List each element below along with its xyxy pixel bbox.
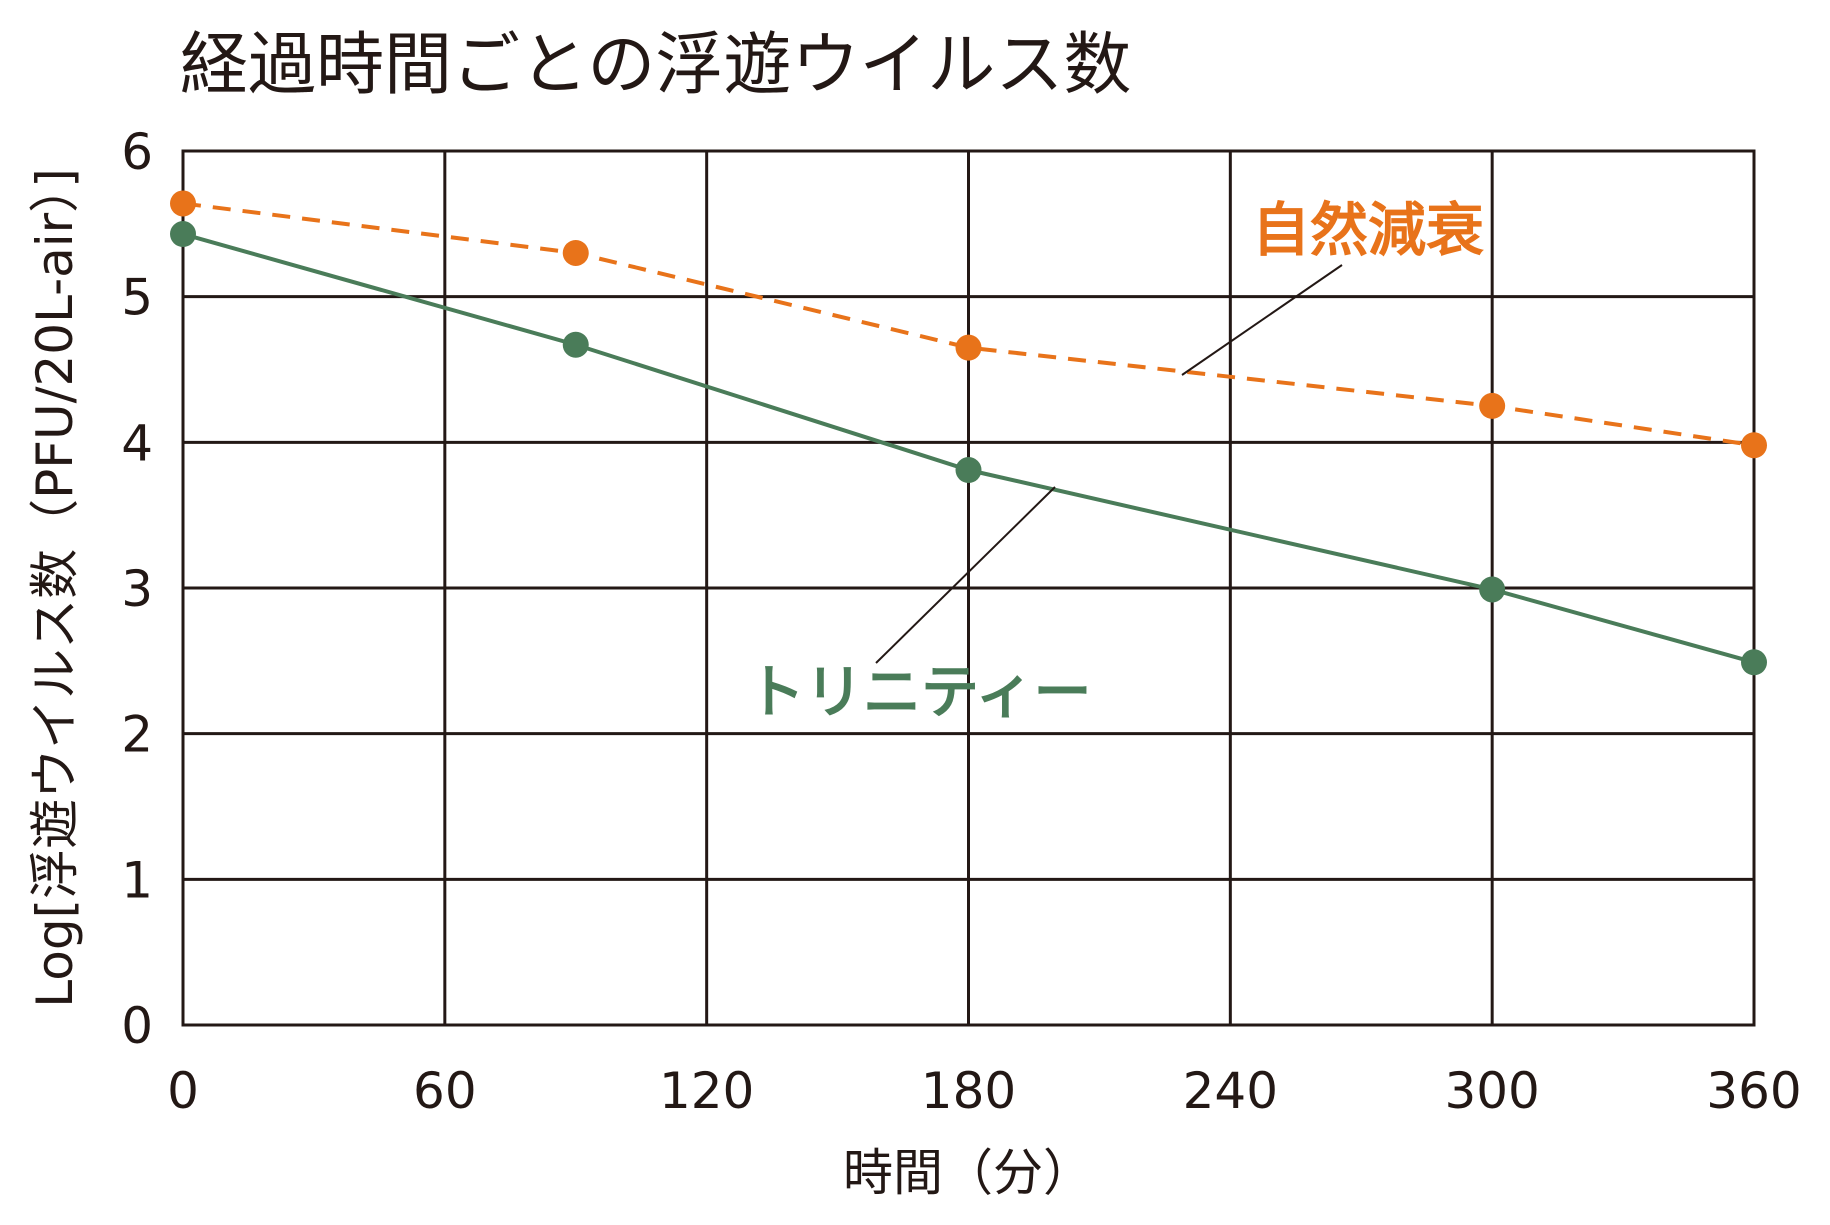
y-tick-label: 4: [121, 414, 153, 472]
data-point-natural-decay: [562, 239, 589, 266]
x-tick-label: 60: [413, 1062, 477, 1120]
series-line-natural-decay: [182, 201, 1755, 448]
data-point-trinity: [1741, 649, 1767, 676]
chart-title: 経過時間ごとの浮遊ウイルス数: [180, 26, 1131, 105]
data-point-natural-decay: [1741, 432, 1767, 459]
x-tick-label: 240: [1183, 1062, 1278, 1120]
data-point-trinity: [1479, 576, 1506, 603]
series-natural-decay: [170, 190, 1767, 459]
y-tick-label: 2: [121, 706, 153, 764]
x-tick-label: 120: [659, 1062, 754, 1120]
series-trinity: [170, 221, 1767, 676]
series-layer: [170, 190, 1767, 676]
x-tick-label: 0: [167, 1062, 199, 1120]
y-axis-label: Log[浮遊ウイルス数（PFU/20L-air）]: [26, 168, 84, 1007]
data-point-trinity: [170, 221, 196, 248]
plot-frame: [181, 149, 1756, 1027]
x-axis-label: 時間（分）: [843, 1144, 1093, 1202]
data-point-natural-decay: [955, 334, 982, 361]
leader-line-trinity: [875, 486, 1056, 664]
data-point-trinity: [955, 457, 982, 484]
x-tick-label: 360: [1706, 1062, 1801, 1120]
y-tick-label: 6: [121, 123, 153, 181]
y-tick-label: 5: [121, 269, 153, 327]
x-tick-label: 180: [921, 1062, 1016, 1120]
y-tick-label: 1: [121, 851, 153, 909]
x-axis-ticks: 0 60 120 180 240 300 360: [167, 1062, 1802, 1120]
grid: [183, 151, 1754, 1025]
x-tick-label: 300: [1444, 1062, 1539, 1120]
data-point-natural-decay: [170, 190, 196, 217]
series-label-trinity: トリニティー: [747, 658, 1092, 726]
series-label-natural-decay: 自然減衰: [1252, 196, 1484, 264]
y-tick-label: 0: [121, 997, 153, 1055]
data-point-trinity: [562, 331, 589, 358]
leader-line-natural-decay: [1181, 264, 1343, 376]
y-tick-label: 3: [121, 560, 153, 618]
y-axis-ticks: 0 1 2 3 4 5 6: [121, 123, 153, 1055]
data-point-natural-decay: [1479, 392, 1506, 419]
